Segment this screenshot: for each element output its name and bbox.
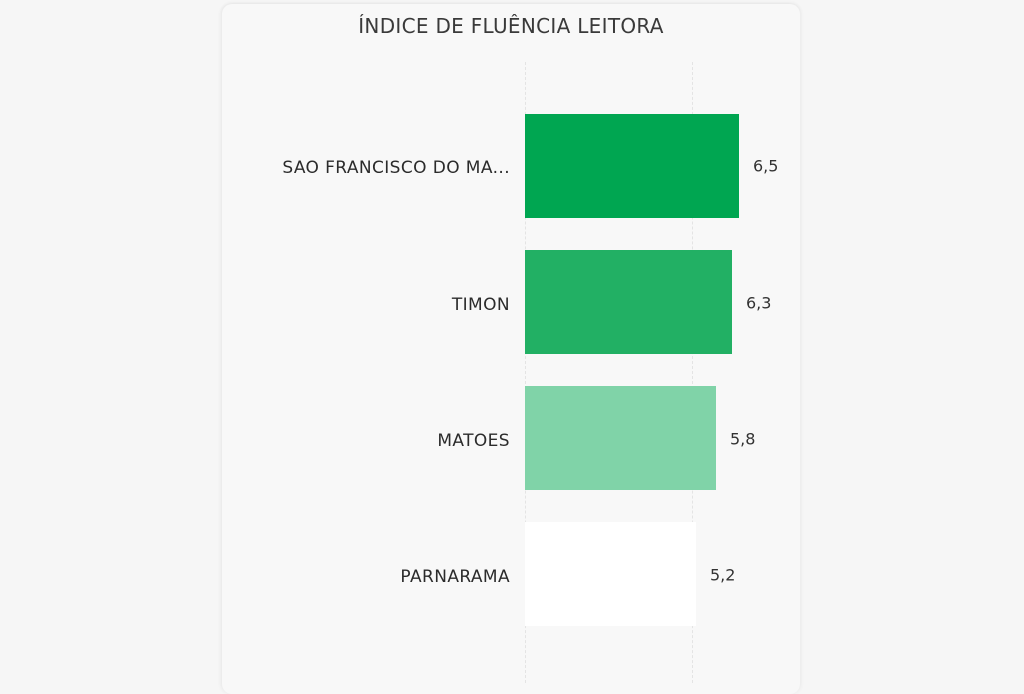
bar-sao-francisco[interactable] xyxy=(525,114,739,218)
value-label: 5,2 xyxy=(710,565,736,585)
category-label: MATOES xyxy=(437,431,510,451)
value-label: 5,8 xyxy=(730,429,756,449)
value-label: 6,3 xyxy=(746,293,772,313)
category-label: TIMON xyxy=(451,295,510,315)
chart-title: ÍNDICE DE FLUÊNCIA LEITORA xyxy=(358,14,664,38)
gridline xyxy=(525,62,526,683)
category-label: SAO FRANCISCO DO MA... xyxy=(282,158,510,178)
bar-matoes[interactable] xyxy=(525,386,716,490)
value-label: 6,5 xyxy=(753,156,779,176)
category-label: PARNARAMA xyxy=(400,567,510,587)
bar-parnarama[interactable] xyxy=(525,522,696,626)
bar-timon[interactable] xyxy=(525,250,732,354)
gridline xyxy=(692,62,693,683)
